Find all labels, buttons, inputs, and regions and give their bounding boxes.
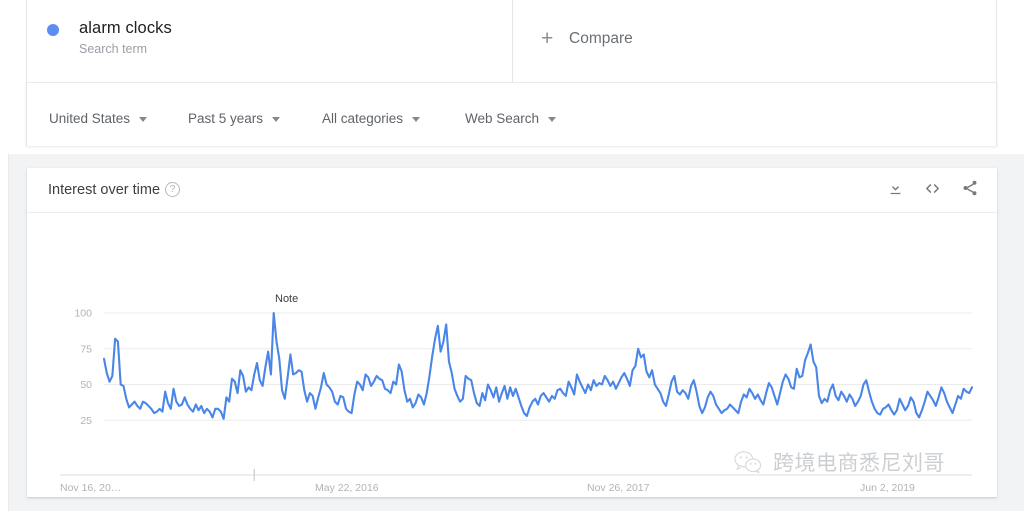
chart-header: Interest over time ?: [27, 168, 997, 213]
interest-over-time-card: Interest over time ?: [27, 168, 997, 497]
filter-time-range[interactable]: Past 5 years: [188, 111, 281, 126]
chevron-down-icon: [548, 117, 557, 122]
share-icon[interactable]: [961, 179, 979, 197]
chart-plot-area[interactable]: 100 75 50 25 Nov 16, 20… May 22, 2016 Nov 26, …: [27, 213, 997, 497]
chart-title: Interest over time: [48, 182, 161, 198]
chevron-down-icon: [139, 117, 148, 122]
x-axis-tick-label: Nov 26, 2017: [587, 482, 650, 494]
filter-search-type-label: Web Search: [465, 111, 540, 126]
watermark: 跨境电商悉尼刘哥: [733, 447, 945, 477]
x-axis-tick-label: Jun 2, 2019: [860, 482, 915, 494]
search-term-label: alarm clocks: [79, 19, 172, 37]
filter-category[interactable]: All categories: [322, 111, 421, 126]
y-axis-tick-label: 50: [80, 379, 92, 391]
series-line-alarm-clocks: [102, 311, 974, 420]
download-icon[interactable]: [887, 180, 904, 197]
filter-bar: United States Past 5 years All categorie…: [26, 82, 997, 146]
embed-code-icon[interactable]: [923, 180, 942, 197]
filter-location-label: United States: [49, 111, 131, 126]
plus-icon: +: [541, 27, 554, 50]
filter-search-type[interactable]: Web Search: [465, 111, 557, 126]
chevron-down-icon: [412, 117, 421, 122]
filter-location[interactable]: United States: [49, 111, 148, 126]
x-axis-tick-label: May 22, 2016: [315, 482, 379, 494]
search-term-type-label: Search term: [79, 42, 148, 56]
series-color-dot: [47, 24, 59, 36]
compare-card[interactable]: + Compare: [513, 0, 996, 82]
chevron-down-icon: [272, 117, 281, 122]
wechat-icon: [734, 451, 762, 474]
interest-over-time-line-chart: 100 75 50 25 Nov 16, 20… May 22, 2016 Nov 26, …: [60, 308, 974, 494]
y-axis-tick-label: 75: [80, 343, 92, 355]
search-term-bar: alarm clocks Search term + Compare: [26, 0, 997, 82]
filter-time-range-label: Past 5 years: [188, 111, 264, 126]
question-mark-icon[interactable]: ?: [165, 182, 180, 197]
note-annotation-label: Note: [275, 293, 299, 305]
chart-actions: [887, 179, 979, 197]
y-axis-tick-label: 100: [74, 308, 92, 320]
watermark-text: 跨境电商悉尼刘哥: [773, 451, 945, 475]
x-axis-tick-label: Nov 16, 20…: [60, 482, 121, 494]
y-axis-tick-label: 25: [80, 415, 92, 427]
compare-label: Compare: [569, 30, 633, 47]
filter-category-label: All categories: [322, 111, 404, 126]
search-term-card[interactable]: alarm clocks Search term: [27, 0, 513, 82]
